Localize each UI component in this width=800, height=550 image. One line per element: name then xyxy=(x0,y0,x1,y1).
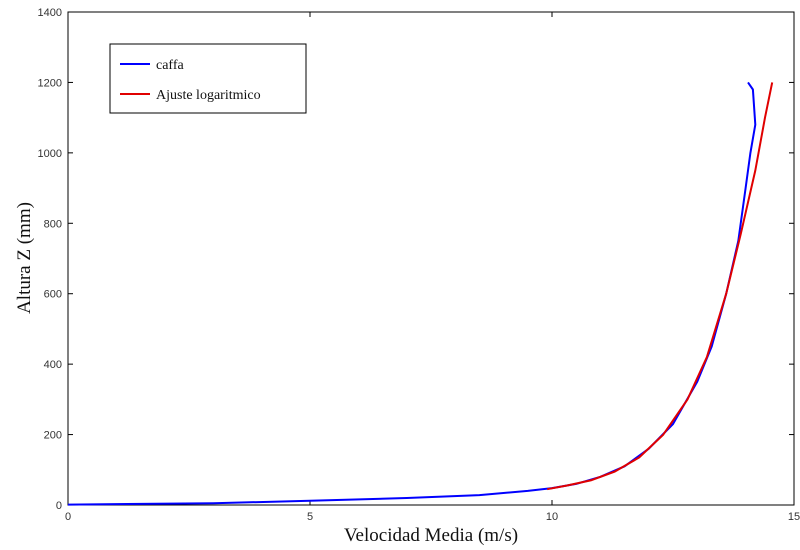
y-tick-label: 1000 xyxy=(38,148,62,160)
y-tick-label: 1400 xyxy=(38,7,62,19)
y-tick-label: 200 xyxy=(44,430,62,442)
legend-label-1: Ajuste logaritmico xyxy=(156,88,261,103)
y-axis-title: Altura Z (mm) xyxy=(14,202,35,314)
legend-box xyxy=(109,43,307,114)
x-axis-title: Velocidad Media (m/s) xyxy=(344,525,518,546)
legend: caffa Ajuste logaritmico xyxy=(109,43,307,114)
y-ticks: 0 200 400 600 800 1000 1200 1400 xyxy=(38,7,794,512)
legend-label-0: caffa xyxy=(156,58,184,73)
y-tick-label: 800 xyxy=(44,218,62,230)
x-ticks: 0 5 10 15 xyxy=(65,12,800,523)
y-tick-label: 1200 xyxy=(38,77,62,89)
series-line-1 xyxy=(547,82,774,491)
x-tick-label: 10 xyxy=(546,511,558,523)
series-layer xyxy=(67,81,774,506)
x-tick-label: 0 xyxy=(65,511,71,523)
y-tick-label: 600 xyxy=(44,289,62,301)
y-tick-label: 0 xyxy=(56,500,62,512)
x-tick-label: 15 xyxy=(788,511,800,523)
x-tick-label: 5 xyxy=(307,511,313,523)
y-tick-label: 400 xyxy=(44,359,62,371)
